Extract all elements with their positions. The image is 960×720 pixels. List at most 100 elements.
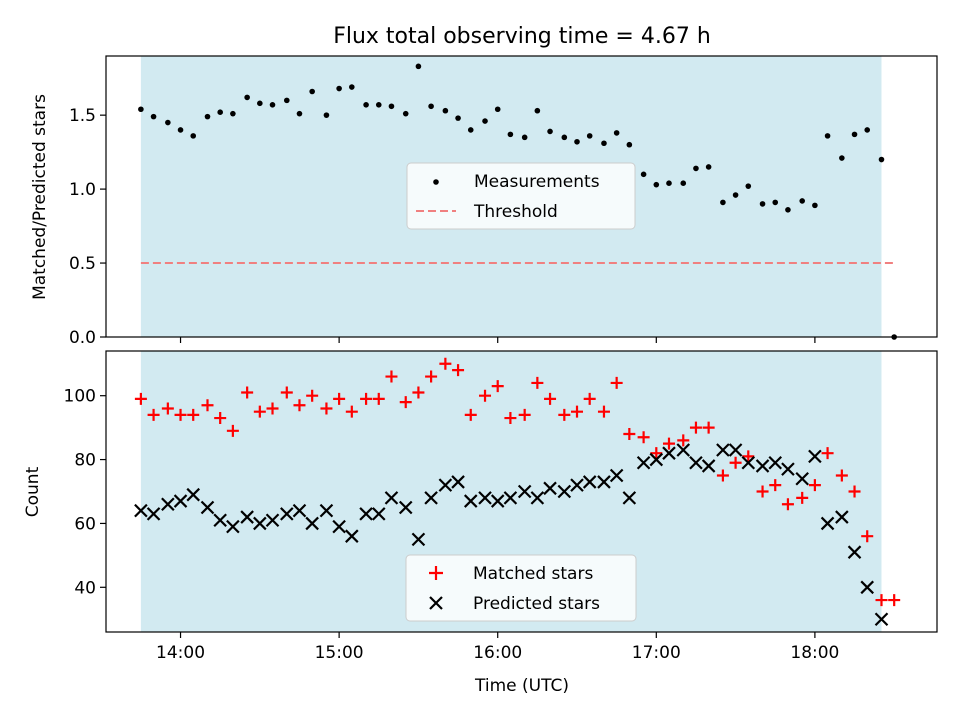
measurements-point (244, 94, 250, 101)
matched-stars-point (597, 405, 610, 418)
measurements-point (428, 103, 434, 110)
measurements-point (375, 102, 382, 108)
matched-stars-point (637, 431, 650, 444)
matched-stars-point (716, 469, 729, 482)
measurements-point (626, 141, 633, 148)
count-ytick-label: 100 (64, 387, 96, 407)
matched-stars-point (147, 408, 160, 421)
matched-stars-point (504, 412, 517, 425)
measurements-point (521, 134, 528, 141)
matched-stars-point (742, 450, 755, 463)
predicted-stars-point (795, 471, 809, 486)
measurements-point (613, 130, 620, 136)
matched-stars-point (848, 485, 861, 498)
measurements-point (839, 155, 845, 161)
ratio-ytick-label: 0.5 (69, 254, 96, 274)
predicted-stars-point (741, 455, 756, 470)
measurements-point (363, 102, 369, 108)
measurements-point (680, 180, 687, 186)
predicted-stars-point (649, 452, 664, 467)
measurements-point (204, 113, 211, 120)
predicted-stars-point (398, 500, 413, 515)
predicted-stars-point (609, 468, 624, 483)
measurements-point (851, 131, 858, 138)
predicted-stars-point (597, 475, 611, 489)
measurements-point (150, 113, 157, 120)
matched-stars-point (372, 392, 385, 405)
predicted-stars-point (371, 507, 386, 521)
ratio-panel: 0.0 0.5 1.0 1.5 Matched/Predicted stars Mea… (30, 55, 938, 348)
predicted-stars-point (359, 507, 373, 521)
matched-stars-point (662, 437, 675, 450)
matched-stars-point (531, 376, 544, 389)
matched-stars-point (464, 408, 477, 421)
matched-stars-point (518, 408, 531, 421)
measurements-point (745, 183, 752, 189)
predicted-stars-point (226, 519, 240, 534)
matched-stars-point (333, 392, 346, 405)
matched-stars-point (360, 392, 373, 405)
ratio-legend-box (406, 162, 636, 230)
measurements-point (640, 171, 647, 178)
matched-stars-point (808, 479, 821, 492)
predicted-stars-point (781, 462, 795, 476)
count-ytick-label: 80 (74, 451, 96, 471)
predicted-stars-point (134, 503, 148, 518)
measurements-point (230, 110, 236, 117)
measurements-point (402, 110, 409, 117)
predicted-stars-point (292, 503, 307, 518)
matched-stars-point (280, 386, 293, 399)
matched-stars-point (769, 479, 782, 492)
count-xtick-label: 17:00 (632, 643, 681, 663)
measurements-point (561, 134, 568, 141)
matched-stars-point (875, 594, 888, 607)
predicted-stars-point (543, 481, 557, 496)
measurements-point (705, 164, 712, 170)
predicted-stars-point (490, 494, 505, 508)
measurements-point (482, 118, 488, 124)
measurements-point (217, 109, 223, 115)
legend-matched-marker (429, 566, 443, 580)
predicted-stars-point (701, 459, 716, 473)
predicted-stars-point (161, 497, 175, 512)
matched-stars-point (306, 389, 319, 402)
legend-threshold-label: Threshold (473, 202, 558, 222)
matched-stars-point (571, 405, 584, 418)
predicted-stars-point (213, 513, 227, 528)
matched-stars-point (835, 469, 848, 482)
measurements-point (720, 199, 726, 206)
measurements-point (799, 198, 806, 204)
matched-stars-point (241, 386, 254, 399)
predicted-stars-point (319, 503, 334, 518)
matched-stars-point (479, 389, 492, 402)
predicted-stars-point (689, 455, 703, 470)
predicted-stars-point (755, 459, 770, 473)
count-xtick-label: 18:00 (790, 643, 839, 663)
predicted-stars-point (173, 494, 188, 508)
legend-predicted-marker (429, 596, 443, 610)
matched-stars-point (201, 399, 214, 412)
predicted-stars-point (451, 475, 465, 489)
predicted-stars-point (874, 612, 889, 627)
predicted-stars-point (636, 455, 651, 470)
measurements-point (812, 202, 818, 209)
matched-stars-point (610, 376, 623, 389)
measurements-point (666, 180, 672, 186)
ratio-ytick-label: 1.5 (69, 106, 96, 126)
matched-stars-point (134, 392, 147, 405)
matched-stars-point (399, 396, 412, 409)
ratio-ytick-label: 1.0 (69, 180, 96, 200)
predicted-stars-point (478, 491, 492, 505)
predicted-stars-point (716, 443, 730, 457)
predicted-stars-point (280, 507, 294, 521)
count-ytick-label: 60 (74, 514, 96, 534)
count-frame (105, 350, 938, 633)
predicted-stars-point (463, 494, 478, 508)
predicted-stars-point (265, 513, 280, 528)
legend-matched-label: Matched stars (473, 564, 593, 584)
legend-measurements-marker (433, 179, 439, 185)
matched-stars-point (756, 485, 769, 498)
matched-stars-point (174, 408, 187, 421)
predicted-stars-point (835, 510, 849, 524)
measurements-point (388, 103, 395, 110)
